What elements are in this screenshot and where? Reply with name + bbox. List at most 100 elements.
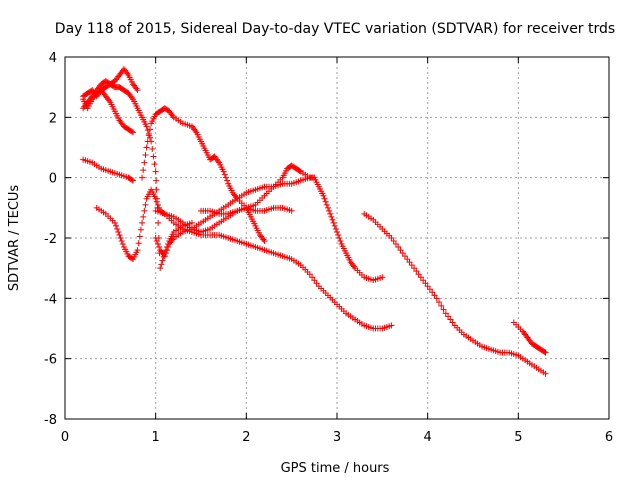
- x-tick-label: 6: [605, 430, 613, 445]
- data-point-marker: [164, 247, 170, 254]
- data-point-marker: [408, 262, 415, 269]
- data-point-marker: [155, 219, 162, 226]
- data-point-marker: [422, 280, 429, 287]
- data-point-marker: [142, 152, 149, 159]
- data-point-marker: [135, 240, 142, 247]
- data-point-marker: [390, 238, 397, 245]
- data-point-marker: [149, 146, 156, 153]
- x-tick-label: 1: [152, 430, 160, 445]
- y-tick-label: -2: [44, 232, 57, 247]
- data-point-marker: [413, 268, 420, 275]
- data-point-marker: [388, 235, 395, 241]
- data-point-marker: [311, 277, 318, 284]
- data-point-marker: [442, 310, 449, 317]
- y-axis-label: SDTVAR / TECUs: [7, 185, 22, 292]
- data-point-marker: [137, 226, 144, 233]
- data-point-marker: [130, 177, 136, 184]
- data-point-marker: [221, 171, 228, 178]
- series-arc5: [80, 156, 136, 184]
- data-point-marker: [541, 348, 548, 355]
- data-point-marker: [397, 247, 404, 254]
- data-point-marker: [404, 256, 411, 263]
- data-point-marker: [327, 210, 334, 217]
- data-point-marker: [134, 247, 141, 254]
- data-point-marker: [334, 228, 340, 235]
- data-point-marker: [330, 219, 337, 226]
- data-point-marker: [420, 277, 427, 284]
- data-point-marker: [119, 241, 126, 248]
- data-point-marker: [140, 167, 147, 174]
- data-point-marker: [159, 257, 166, 264]
- data-point-marker: [156, 244, 163, 251]
- data-point-marker: [140, 213, 147, 220]
- data-point-marker: [147, 126, 153, 133]
- axis-ticks: [64, 56, 610, 420]
- data-point-marker: [144, 138, 151, 145]
- data-point-marker: [151, 161, 158, 168]
- data-point-marker: [224, 177, 231, 184]
- data-point-marker: [139, 174, 146, 181]
- data-point-marker: [162, 250, 169, 257]
- data-point-marker: [392, 241, 399, 248]
- y-tick-label: -8: [44, 413, 57, 428]
- data-point-marker: [306, 174, 313, 181]
- data-point-marker: [447, 316, 454, 323]
- x-tick-label: 3: [333, 430, 341, 445]
- series-arc4: [139, 105, 268, 245]
- data-point-marker: [332, 225, 339, 232]
- data-point-marker: [222, 174, 229, 181]
- data-point-marker: [158, 261, 165, 268]
- data-point-marker: [152, 235, 159, 241]
- data-point-marker: [165, 244, 172, 251]
- x-tick-label: 4: [424, 430, 432, 445]
- data-point-marker: [139, 219, 146, 226]
- x-tick-label: 5: [514, 430, 522, 445]
- data-point-marker: [150, 153, 157, 160]
- data-point-marker: [296, 167, 303, 174]
- data-points: [80, 66, 549, 377]
- data-point-marker: [153, 198, 160, 205]
- data-point-marker: [399, 250, 406, 257]
- data-point-marker: [313, 280, 320, 287]
- data-point-marker: [322, 198, 329, 205]
- data-point-marker: [128, 176, 135, 183]
- data-point-marker: [417, 274, 424, 281]
- data-point-marker: [153, 238, 160, 245]
- data-point-marker: [436, 299, 442, 306]
- data-point-marker: [288, 207, 295, 214]
- data-point-marker: [141, 207, 148, 214]
- data-point-marker: [154, 241, 161, 248]
- data-point-marker: [433, 295, 440, 302]
- data-point-marker: [424, 283, 431, 290]
- data-point-marker: [406, 259, 413, 266]
- data-point-marker: [142, 201, 149, 208]
- data-point-marker: [329, 216, 336, 223]
- data-point-marker: [117, 235, 124, 241]
- data-point-marker: [438, 302, 445, 309]
- data-point-marker: [542, 370, 549, 377]
- data-point-marker: [152, 168, 159, 175]
- data-point-marker: [415, 271, 422, 278]
- x-tick-label: 0: [61, 430, 69, 445]
- data-point-marker: [114, 225, 121, 232]
- data-point-marker: [152, 195, 159, 202]
- data-point-marker: [440, 306, 447, 313]
- data-point-marker: [335, 231, 342, 238]
- data-point-marker: [331, 222, 338, 229]
- data-point-marker: [188, 219, 195, 226]
- x-tick-label: 2: [242, 430, 250, 445]
- data-point-marker: [324, 204, 331, 211]
- data-point-marker: [388, 322, 395, 329]
- data-point-marker: [145, 132, 152, 139]
- data-point-marker: [411, 265, 418, 272]
- data-point-marker: [156, 204, 163, 211]
- data-point-marker: [153, 177, 160, 184]
- y-tick-label: -4: [44, 292, 57, 307]
- data-point-marker: [395, 244, 402, 251]
- series-arc9: [198, 204, 295, 217]
- data-point-marker: [379, 274, 386, 281]
- data-point-marker: [431, 292, 438, 299]
- data-point-marker: [220, 168, 227, 175]
- y-tick-label: 2: [49, 111, 57, 126]
